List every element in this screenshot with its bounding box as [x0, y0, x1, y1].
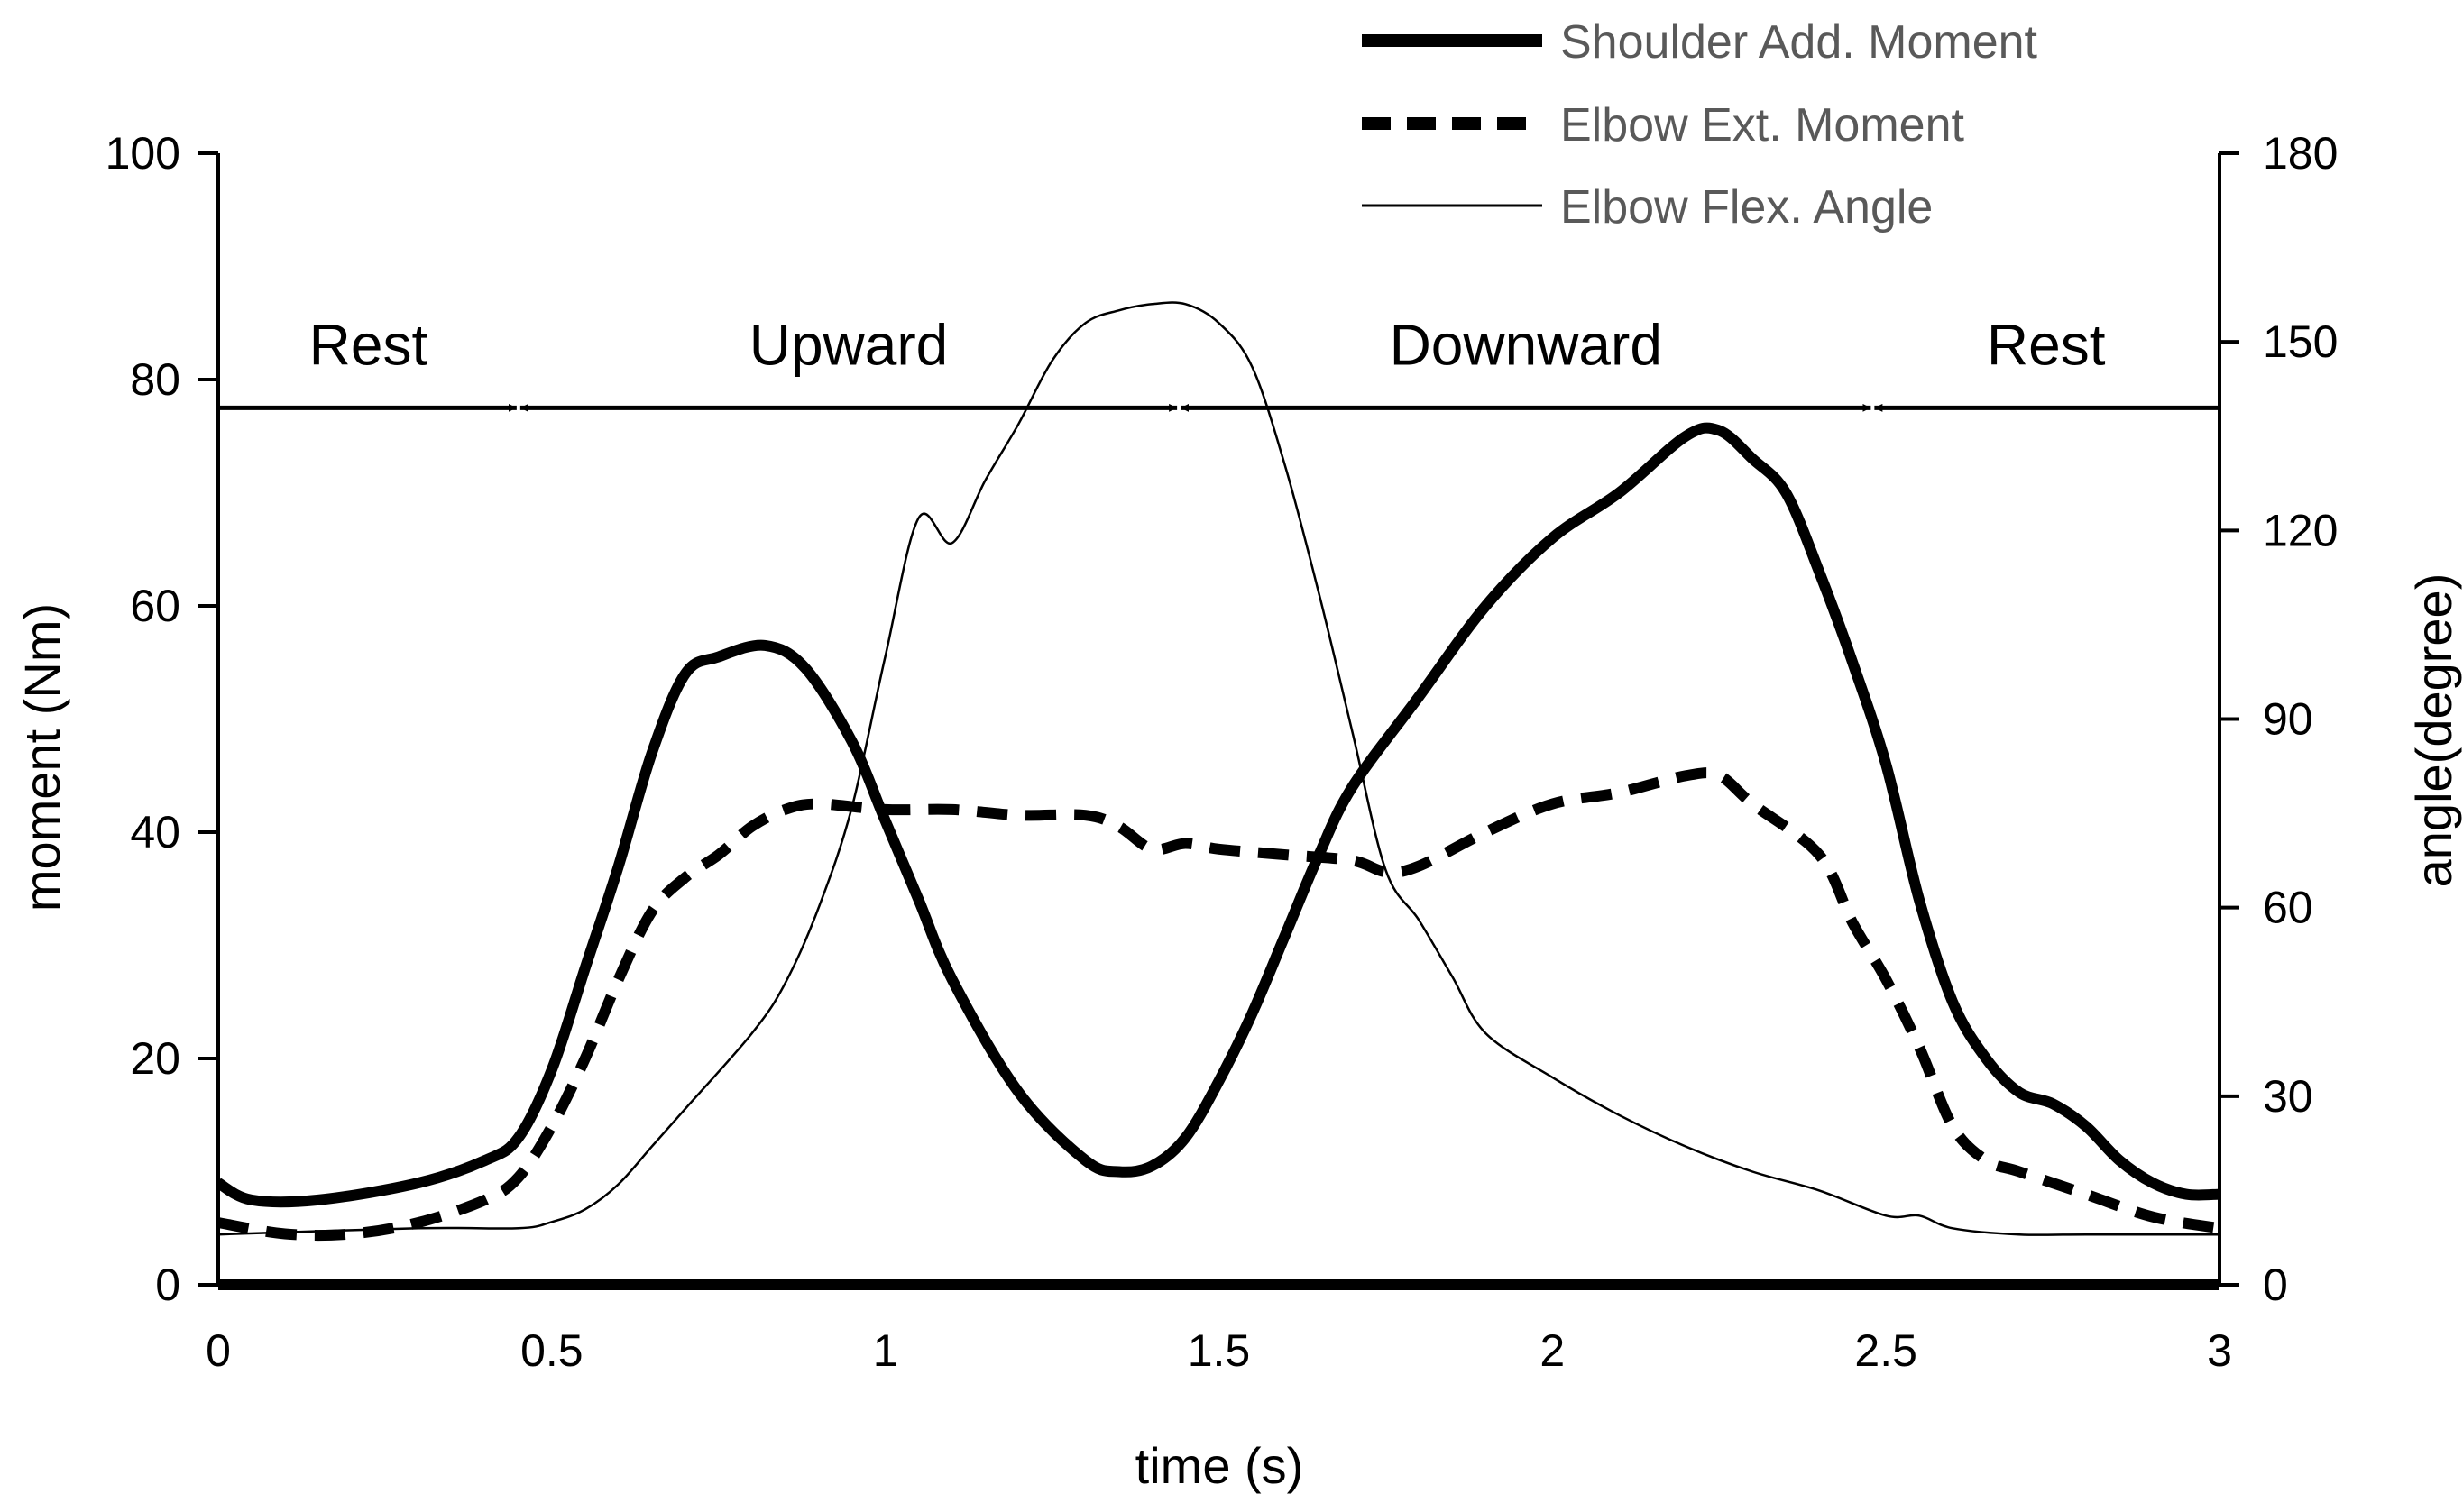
y-tick-label: 100 — [106, 128, 180, 179]
x-tick-label: 0.5 — [520, 1325, 584, 1376]
x-tick-label: 0 — [206, 1325, 231, 1376]
series-line-elbow-ext-moment — [216, 767, 2221, 1242]
y-axis-title: moment (Nm) — [14, 603, 70, 912]
phase-annotations: Rest Upward Downward Rest — [218, 312, 2219, 412]
series-line-shoulder-add-moment — [215, 422, 2220, 1208]
phase-label: Upward — [749, 312, 949, 377]
phase-label: Downward — [1390, 312, 1662, 377]
phase-label: Rest — [1987, 312, 2106, 377]
legend-label-elbow-angle: Elbow Flex. Angle — [1560, 181, 1933, 234]
legend-label-shoulder: Shoulder Add. Moment — [1560, 16, 2038, 69]
y-tick-label: 40 — [130, 807, 180, 857]
x-tick-label: 1.5 — [1188, 1325, 1251, 1376]
y-tick-label: 80 — [130, 354, 180, 405]
y2-tick-label: 60 — [2263, 883, 2313, 933]
x-tick-label: 2 — [1539, 1325, 1565, 1376]
y2-tick-label: 90 — [2263, 694, 2313, 745]
y-tick-label: 20 — [130, 1033, 180, 1084]
y2-axis-title: angle(degree) — [2405, 573, 2462, 888]
phase-label: Rest — [309, 312, 428, 377]
axes-group: 0 20 40 60 80 100 0 30 60 90 120 150 180 0 0.5 1 1.5 2 2.5… — [106, 128, 2339, 1376]
y-tick-label: 60 — [130, 581, 180, 631]
x-tick-label: 3 — [2207, 1325, 2232, 1376]
x-axis-title: time (s) — [1135, 1437, 1304, 1494]
y2-tick-label: 0 — [2263, 1260, 2288, 1310]
series-group — [215, 301, 2221, 1242]
y2-tick-label: 120 — [2263, 505, 2338, 555]
legend: Shoulder Add. Moment Elbow Ext. Moment E… — [1362, 16, 2038, 234]
x-tick-label: 2.5 — [1854, 1325, 1917, 1376]
x-tick-label: 1 — [873, 1325, 898, 1376]
y2-tick-label: 30 — [2263, 1071, 2313, 1122]
legend-label-elbow-moment: Elbow Ext. Moment — [1560, 99, 1964, 151]
y2-tick-label: 180 — [2263, 128, 2338, 179]
y2-tick-label: 150 — [2263, 316, 2338, 367]
y-tick-label: 0 — [155, 1260, 180, 1310]
series-line-elbow-flex-angle — [217, 301, 2219, 1236]
